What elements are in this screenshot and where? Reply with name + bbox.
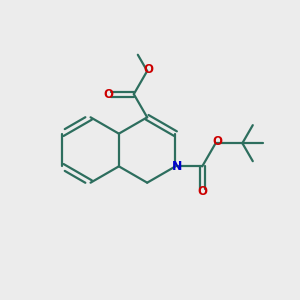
Text: N: N bbox=[172, 160, 182, 173]
Text: O: O bbox=[212, 135, 222, 148]
Text: O: O bbox=[104, 88, 114, 100]
Text: O: O bbox=[197, 185, 207, 198]
Text: O: O bbox=[144, 63, 154, 76]
